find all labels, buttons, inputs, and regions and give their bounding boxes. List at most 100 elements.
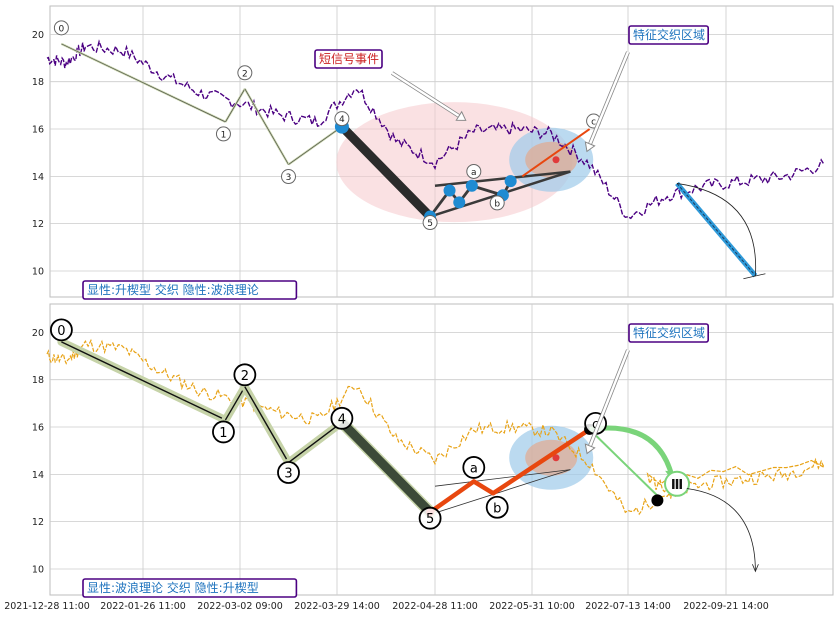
wave-label-circle — [485, 495, 509, 519]
wave-label-circle — [281, 169, 296, 185]
y-tick-label: 18 — [32, 375, 44, 386]
wave-segment — [224, 386, 246, 421]
y-tick-label: 16 — [32, 125, 44, 136]
interlace-area-label-top-text: 特征交织区域 — [633, 27, 705, 42]
interlace-area-label-bottom-text: 特征交织区域 — [633, 325, 705, 340]
forecast-green-line — [588, 428, 659, 497]
y-tick-label: 18 — [32, 77, 44, 88]
short-signal-arrow-shaft — [391, 71, 460, 118]
y-tick-label: 20 — [32, 328, 44, 339]
wave-label-circle — [334, 111, 350, 127]
wave-label: 4 — [339, 115, 345, 125]
interlace-arrow-top-shaft — [588, 51, 630, 145]
wedge-upper-line — [434, 469, 571, 487]
wave-segment-core — [225, 88, 246, 123]
event-ellipse — [336, 102, 573, 223]
forecast-curve — [686, 488, 756, 572]
x-tick-label: 2022-05-31 10:00 — [489, 601, 575, 612]
wave-label-circle — [466, 163, 482, 179]
wave-label-circle — [53, 20, 69, 36]
bottom-panel-frame — [49, 303, 834, 596]
short-signal-arrow-head — [455, 110, 467, 121]
y-tick-label: 14 — [32, 470, 44, 481]
y-tick-label: 10 — [32, 266, 44, 277]
wave-segment — [338, 419, 434, 516]
wave-label: 2 — [242, 69, 248, 79]
wave-label: b — [493, 501, 501, 516]
interlace-arrow-bottom-head — [584, 443, 596, 455]
wave-segment — [288, 421, 343, 464]
wave-segment — [61, 341, 226, 421]
top-panel-caption-text: 显性:升楔型 交织 隐性:波浪理论 — [87, 282, 259, 297]
wave-label: 0 — [59, 24, 65, 34]
wave-segment-core — [288, 126, 343, 165]
wave-label-circle — [418, 506, 442, 530]
x-tick-label: 2022-07-13 14:00 — [585, 601, 671, 612]
x-tick-label: 2021-12-28 11:00 — [4, 601, 90, 612]
wave-label: 0 — [57, 324, 65, 339]
wave-label: 4 — [338, 412, 346, 427]
x-tick-label: 2022-03-29 14:00 — [294, 601, 380, 612]
wave-segment-core — [61, 43, 226, 123]
wave-label-circle — [212, 420, 235, 444]
wave-label: a — [471, 168, 477, 178]
x-tick-label: 2022-03-02 09:00 — [197, 601, 283, 612]
wedge-node — [453, 196, 466, 209]
forecast-end-node — [651, 494, 664, 507]
wave-label: 5 — [427, 219, 433, 229]
wave-label: c — [591, 118, 596, 128]
price-line — [46, 338, 826, 516]
forecast-curve-head — [752, 564, 759, 573]
interlace-center-dot — [552, 156, 560, 164]
y-tick-label: 12 — [32, 219, 44, 230]
wave-segment — [244, 386, 290, 463]
wave-label-circle — [50, 318, 73, 342]
c-leg-line — [521, 128, 591, 178]
short-signal-event-label-text: 短信号事件 — [319, 52, 379, 66]
y-tick-label: 14 — [32, 172, 44, 183]
interlace-center-dot — [552, 454, 560, 462]
interlace-area-label-top-box — [628, 25, 709, 45]
wave-label: a — [470, 461, 478, 476]
y-tick-label: 16 — [32, 423, 44, 434]
wave-label-circle — [233, 363, 257, 387]
interlace-ellipse-inner — [525, 141, 578, 178]
wedge-node — [465, 179, 478, 192]
x-tick-label: 2022-01-26 11:00 — [100, 601, 186, 612]
forecast-marker-label: Ⅲ — [671, 478, 683, 493]
impulse-segment — [337, 122, 435, 222]
wave-label: 3 — [286, 173, 292, 183]
wedge-node — [443, 184, 456, 197]
interlace-area-label-bottom-box — [628, 323, 709, 343]
x-tick-label: 2022-04-28 11:00 — [392, 601, 478, 612]
wedge-upper-line — [434, 170, 571, 188]
interlace-arrow-top-head — [584, 141, 596, 153]
wave-label: c — [592, 417, 599, 432]
bottom-panel-caption-text: 显性:波浪理论 交织 隐性:升楔型 — [87, 580, 259, 595]
interlace-arrow-bottom-shaft — [588, 349, 630, 447]
y-tick-label: 10 — [32, 564, 44, 575]
wave-label-circle — [462, 456, 486, 479]
wedge-lower-line — [429, 469, 571, 515]
short-signal-event-label-box — [314, 49, 383, 69]
wave-label: 3 — [284, 467, 292, 482]
correction-path — [428, 427, 591, 515]
wave-label: 5 — [426, 512, 434, 527]
wave-label-circle — [422, 215, 438, 231]
wave-label-circle — [330, 406, 354, 430]
forecast-tick — [743, 273, 766, 280]
y-tick-label: 20 — [32, 30, 44, 41]
forecast-marker-circle — [664, 470, 690, 497]
wave-segment-core — [244, 88, 289, 165]
forecast-curve — [676, 183, 757, 276]
wedge-node — [504, 175, 517, 188]
wave-label: 1 — [219, 426, 227, 441]
bottom-panel-caption-box — [82, 578, 298, 598]
wave-label: b — [494, 199, 500, 209]
x-tick-label: 2022-09-21 14:00 — [683, 601, 769, 612]
wave-label: 1 — [221, 130, 227, 140]
